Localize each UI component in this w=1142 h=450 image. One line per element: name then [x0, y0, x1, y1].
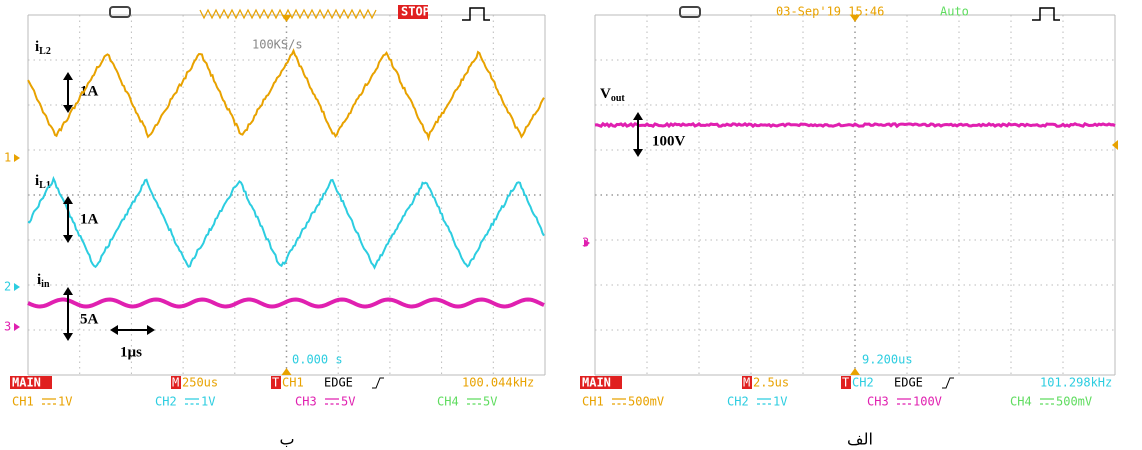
channel-name: CH2: [155, 395, 177, 409]
trigger-position: 0.000 s: [292, 353, 343, 367]
dc-symbol: [42, 399, 56, 404]
channel-scale: 100V: [913, 395, 942, 409]
arrow-head: [63, 72, 73, 80]
main-label: MAIN: [582, 376, 611, 390]
channel-name: CH1: [582, 395, 604, 409]
channel-name: CH4: [1010, 395, 1032, 409]
waveform: [28, 300, 544, 307]
main-label: MAIN: [12, 376, 41, 390]
t-label: T: [272, 376, 279, 390]
arrow-head: [633, 112, 643, 120]
arrow-head: [633, 149, 643, 157]
caption: الف: [847, 430, 873, 449]
channel-scale: 5V: [341, 395, 355, 409]
m-label: M: [743, 376, 750, 390]
trigger-source: CH2: [852, 376, 874, 390]
t-label: T: [842, 376, 849, 390]
label-sub: out: [611, 93, 626, 104]
channel-name: CH2: [727, 395, 749, 409]
timebase: 2.5us: [753, 376, 789, 390]
m-label: M: [172, 376, 179, 390]
edge-icon: [942, 378, 954, 388]
frequency: 101.298kHz: [1040, 376, 1112, 390]
pulse-icon: [1032, 8, 1060, 20]
dc-symbol: [325, 399, 339, 404]
channel-name: CH4: [437, 395, 459, 409]
channel-pointer: [14, 154, 20, 162]
sample-rate: 100KS/s: [252, 38, 303, 52]
trace-label: iL2: [35, 39, 51, 57]
channel-marker: 2: [4, 280, 11, 294]
trigger-marker: [282, 368, 292, 375]
pulse-icon: [462, 8, 490, 20]
trigger-mode: EDGE: [894, 376, 923, 390]
arrow-head: [63, 196, 73, 204]
channel-name: CH3: [295, 395, 317, 409]
trigger-mode: EDGE: [324, 376, 353, 390]
trigger-position: 9.200us: [862, 353, 913, 367]
arrow-head: [147, 325, 155, 335]
trace-scale: 100V: [652, 133, 686, 149]
channel-pointer: [14, 323, 20, 331]
trace-label: iL1: [35, 173, 51, 191]
arrow-head: [63, 333, 73, 341]
channel-marker: 3: [4, 320, 11, 334]
channel-scale: 1V: [773, 395, 787, 409]
arrow-head: [63, 235, 73, 243]
channel-name: CH3: [867, 395, 889, 409]
trigger-mode-state: Auto: [940, 5, 969, 19]
channel-pointer: [14, 283, 20, 291]
page: STOP 100KS/s iL2 1A iL1 1A iin 5A 1µs 1 …: [0, 0, 1142, 450]
trigger-source: CH1: [282, 376, 304, 390]
trigger-marker: [850, 368, 860, 375]
time-scale: 1µs: [120, 344, 142, 360]
trace-label: iin: [37, 272, 50, 290]
dc-symbol: [1040, 399, 1054, 404]
channel-name: CH1: [12, 395, 34, 409]
edge-icon: [372, 378, 384, 388]
waveform: [595, 124, 1115, 126]
dc-symbol: [185, 399, 199, 404]
trace-label: Vout: [600, 86, 625, 104]
waveform: [28, 51, 544, 138]
channel-marker: 1: [4, 151, 11, 165]
trace-scale: 5A: [80, 311, 99, 327]
datetime: 03-Sep'19 15:46: [776, 5, 884, 19]
frequency: 100.044kHz: [462, 376, 534, 390]
dc-symbol: [757, 399, 771, 404]
timebase: 250us: [182, 376, 218, 390]
run-state: STOP: [401, 5, 430, 19]
channel-scale: 500mV: [628, 395, 664, 409]
trace-scale: 1A: [80, 211, 99, 227]
dc-symbol: [897, 399, 911, 404]
trigger-marker: [850, 15, 860, 22]
label-sub: in: [41, 279, 50, 290]
caption: ب: [279, 430, 294, 449]
channel-scale: 500mV: [1056, 395, 1092, 409]
arrow-head: [63, 287, 73, 295]
dc-symbol: [612, 399, 626, 404]
label-main: V: [600, 86, 611, 102]
channel-scale: 1V: [58, 395, 72, 409]
label-sub: L2: [39, 46, 51, 57]
dc-symbol: [467, 399, 481, 404]
channel-scale: 1V: [201, 395, 215, 409]
channel-scale: 5V: [483, 395, 497, 409]
arrow-head: [110, 325, 118, 335]
